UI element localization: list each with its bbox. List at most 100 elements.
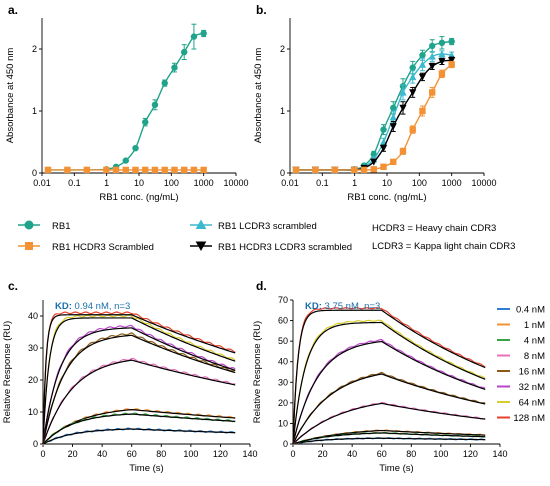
sensorgram-fit-line [42, 428, 236, 445]
data-point-square [132, 166, 139, 174]
legend-item-rb1: RB1 [18, 220, 70, 232]
data-point-circle [200, 30, 207, 37]
spr-legend-item: 8 nM [497, 351, 545, 362]
y-axis-label: Relative Response (RU) [252, 321, 263, 423]
sensorgram-fit-line [292, 402, 486, 445]
y-axis-label: Absorbance at 450 nm [5, 48, 16, 144]
legend-triangle-up-marker [195, 219, 207, 229]
spr-legend: 0.4 nM 1 nM 4 nM 8 nM 16 nM 32 nM 64 nM 128 nM [497, 305, 545, 424]
x-tick-label: 0 [40, 449, 45, 459]
x-tick-label: 1000 [194, 178, 214, 188]
sensorgram-8nM [292, 401, 486, 445]
panel-label-c: c. [8, 279, 18, 293]
data-point-square [370, 166, 377, 173]
data-point-triangle-down [379, 145, 388, 152]
sensorgram-64nM [292, 319, 486, 445]
data-point-circle [429, 42, 436, 50]
series-line-rb1 [47, 32, 204, 171]
x-tick-label: 0.1 [316, 178, 329, 188]
sensorgram-128nM [292, 307, 486, 445]
sensorgram-fit-line [42, 359, 236, 445]
data-point-square [142, 166, 149, 174]
spr-legend-label: 128 nM [513, 413, 545, 424]
y-tick-label: 50 [278, 336, 288, 346]
data-point-triangle-down [389, 123, 397, 131]
x-tick-label: 120 [213, 449, 228, 459]
sensorgram-data-line [42, 357, 236, 445]
data-point-circle [142, 118, 149, 126]
y-axis-label: Relative Response (RU) [2, 321, 13, 423]
spr-legend-label: 16 nM [519, 367, 545, 378]
sensorgram-16nM [42, 332, 236, 445]
sensorgram-4nM [42, 412, 236, 445]
sensorgram-16nM [292, 371, 486, 445]
x-tick-label: 10 [134, 178, 144, 188]
data-point-triangle-up [389, 113, 397, 121]
y-axis-label: Absorbance at 450 nm [253, 48, 264, 144]
data-point-circle [161, 79, 168, 87]
y-tick-label: 0 [280, 168, 285, 178]
spr-legend-item: 32 nM [497, 382, 545, 393]
x-tick-label: 10 [382, 178, 392, 188]
spr-chart-d: 0 20 40 60 80 100 120 140 0 10 20 30 40 50 60 70 Time (s… [252, 295, 508, 474]
sensorgram-8nM [42, 357, 236, 445]
data-point-square [390, 158, 397, 166]
legend-item-lcdr3: RB1 LCDR3 scrambled [190, 219, 317, 232]
y-tick-label: 70 [278, 295, 288, 305]
spr-legend-item: 4 nM [497, 336, 545, 347]
x-tick-label: 60 [377, 449, 387, 459]
data-point-square [312, 166, 319, 174]
panel-label-d: d. [256, 279, 267, 293]
sensorgram-fit-line [292, 309, 486, 445]
data-point-circle [390, 104, 397, 112]
elisa-legend: RB1 RB1 LCDR3 scrambled RB1 HCDR3 Scramb… [18, 219, 515, 253]
x-tick-label: 140 [492, 449, 507, 459]
x-tick-label: 80 [406, 449, 416, 459]
series-hcdr3 [44, 166, 207, 174]
sensorgram-data-line [42, 314, 236, 445]
x-axis-label: Time (s) [129, 463, 163, 474]
legend-item-hcdr3: RB1 HCDR3 Scrambled [18, 242, 154, 253]
y-tick-label: 2 [280, 44, 285, 54]
elisa-chart-b: 0.01 0.1 1 10 100 1000 10000 0 1 2 RB1 conc. (ng/m… [253, 18, 497, 203]
data-point-square [171, 166, 178, 174]
y-tick-label: 0 [32, 168, 37, 178]
legend-label-both: RB1 HCDR3 LCDR3 scrambled [218, 242, 352, 253]
y-tick-label: 20 [278, 398, 288, 408]
x-tick-label: 1000 [442, 178, 462, 188]
x-tick-label: 60 [127, 449, 137, 459]
series-hcdr3 [292, 60, 455, 174]
x-axis-label: RB1 conc. (ng/mL) [99, 192, 178, 203]
spr-legend-label: 32 nM [519, 382, 545, 393]
data-point-triangle-down [418, 73, 427, 81]
legend-label-lcdr3: RB1 LCDR3 scrambled [218, 221, 317, 232]
series-line-rb1 [295, 40, 452, 171]
data-point-circle [419, 52, 426, 59]
spr-legend-item: 1 nM [497, 320, 545, 331]
definition-lcdr3: LCDR3 = Kappa light chain CDR3 [372, 241, 515, 252]
sensorgram-fit-line [292, 432, 486, 445]
data-point-square [380, 163, 387, 170]
y-tick-label: 60 [278, 316, 288, 326]
data-point-square [151, 166, 159, 174]
data-point-square [438, 70, 446, 77]
data-point-triangle-up [399, 88, 407, 96]
data-point-square [83, 166, 91, 174]
x-tick-label: 100 [433, 449, 448, 459]
legend-label-hcdr3: RB1 HCDR3 Scrambled [52, 242, 154, 253]
elisa-chart-a: 0.01 0.1 1 10 100 1000 10000 0 1 2 RB1 conc. (ng/m… [5, 18, 249, 203]
x-tick-label: 1 [104, 178, 109, 188]
sensorgram-128nM [42, 311, 236, 445]
data-point-circle [181, 48, 188, 56]
sensorgram-fit-line [292, 373, 486, 445]
sensorgram-data-line [42, 324, 236, 445]
y-tick-label: 40 [278, 357, 288, 367]
data-point-square [122, 166, 129, 174]
y-tick-label: 40 [28, 311, 38, 321]
data-point-square [161, 166, 168, 174]
data-point-circle [171, 64, 178, 71]
y-tick-label: 0 [33, 439, 38, 449]
y-tick-label: 1 [280, 106, 285, 116]
data-point-square [292, 166, 300, 174]
